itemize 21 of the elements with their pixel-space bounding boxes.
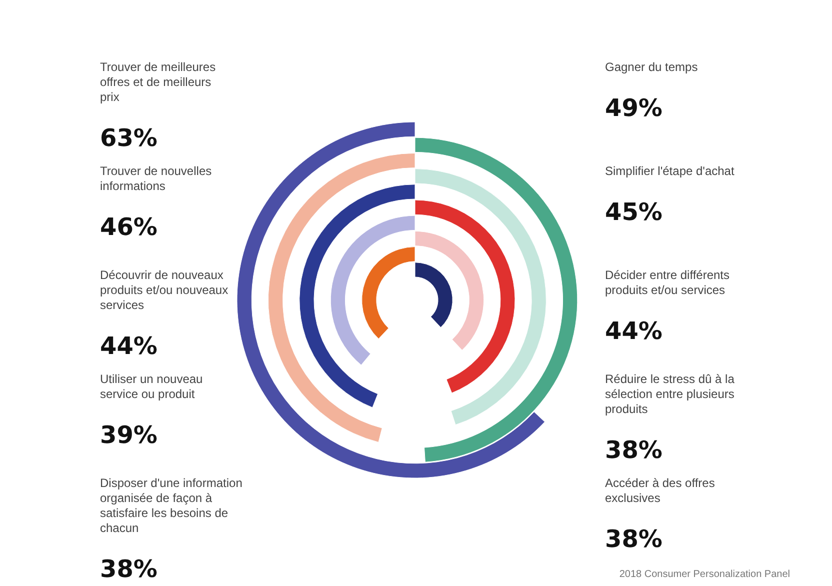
data-label: 44%	[100, 332, 158, 360]
data-label: 46%	[100, 213, 158, 241]
data-label: 38%	[100, 555, 158, 583]
category-label: Utiliser un nouveau service ou produit	[100, 372, 203, 401]
category-label: Découvrir de nouveaux produits et/ou nouveaux services	[100, 268, 228, 312]
category-label: Trouver de meilleures offres et de meilleurs prix	[100, 60, 216, 104]
category-label: Trouver de nouvelles informations	[100, 164, 212, 193]
category-label: Gagner du temps	[605, 60, 698, 74]
data-label: 63%	[100, 124, 158, 152]
category-label: Accéder à des offres exclusives	[605, 476, 715, 505]
data-label: 49%	[605, 94, 662, 122]
text: 2018 Consumer Personalization Panel	[619, 569, 790, 580]
data-label: 45%	[605, 198, 662, 226]
category-label: Décider entre différents produits et/ou services	[605, 268, 730, 297]
category-label: Simplifier l'étape d'achat	[605, 164, 735, 178]
data-label: 38%	[605, 436, 662, 464]
category-label: Disposer d'une information organisée de façon à satisfaire les besoins de chacun	[100, 476, 242, 535]
data-label: 39%	[100, 421, 158, 449]
category-label: Réduire le stress dû à la sélection entre plusieurs produits	[605, 372, 735, 416]
data-label: 44%	[605, 317, 662, 345]
data-label: 38%	[605, 525, 662, 553]
